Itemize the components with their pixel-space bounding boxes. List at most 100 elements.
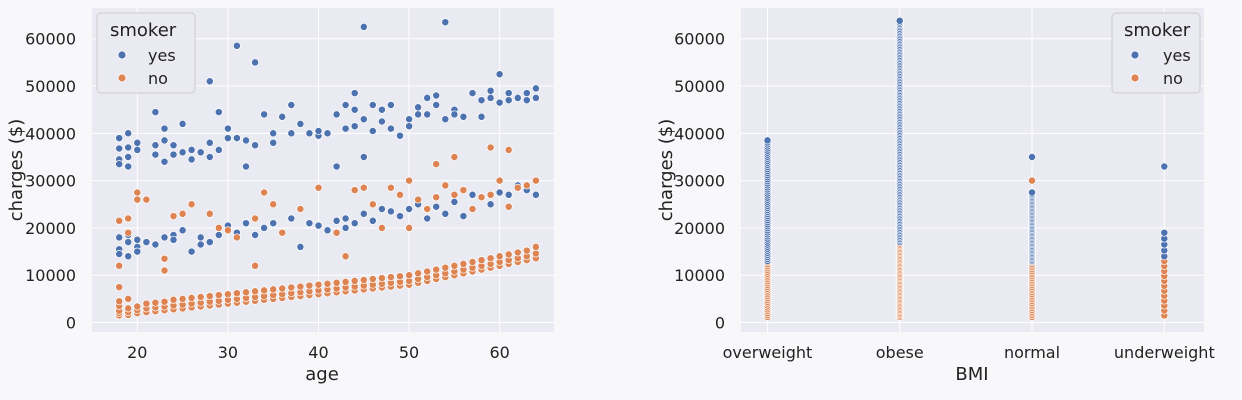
data-point (133, 195, 142, 204)
data-point (296, 119, 305, 128)
x-tick-label: 40 (308, 343, 328, 362)
data-point (477, 96, 486, 105)
x-tick-label: 50 (399, 343, 419, 362)
data-point (242, 136, 250, 145)
data-point (359, 153, 368, 161)
data-point (895, 16, 904, 25)
data-point (1028, 176, 1036, 185)
data-point (377, 117, 386, 126)
data-point (513, 93, 522, 102)
data-point (305, 219, 314, 228)
data-point (441, 209, 450, 218)
data-point (477, 256, 486, 265)
data-point (124, 143, 133, 152)
bmi-charges-scatter-panel: overweight obese normal underweight 0 10000 2… (656, 8, 1215, 385)
x-tick-label: overweight (723, 343, 813, 362)
data-point (151, 150, 160, 159)
y-tick-labels: 0 10000 20000 30000 40000 50000 60000 (25, 30, 76, 333)
x-axis-label: BMI (955, 364, 988, 385)
y-axis-label: charges ($) (6, 119, 27, 222)
age-charges-scatter-panel: 20 30 40 50 60 0 10000 20000 30000 40000 50000 600… (6, 8, 554, 385)
data-point (278, 112, 287, 121)
legend-label-no: no (1163, 69, 1183, 88)
data-point (278, 228, 287, 237)
data-point (350, 276, 359, 285)
data-point (377, 105, 386, 114)
data-point (531, 190, 540, 199)
data-point (341, 277, 350, 286)
data-point (332, 228, 341, 237)
data-point (115, 261, 124, 270)
data-point (242, 288, 250, 297)
data-point (187, 155, 196, 164)
data-point (432, 202, 441, 211)
data-point (232, 41, 241, 50)
data-point (486, 254, 495, 263)
data-point (405, 122, 414, 131)
data-point (187, 247, 196, 256)
data-point (495, 176, 504, 185)
data-point (269, 129, 278, 138)
data-point (504, 250, 513, 259)
data-points (763, 16, 1169, 321)
data-point (359, 115, 368, 124)
data-point (531, 93, 540, 102)
data-point (531, 84, 540, 93)
data-point (160, 157, 169, 166)
data-point (124, 252, 133, 261)
data-point (368, 101, 377, 109)
data-point (332, 162, 341, 171)
data-point (486, 93, 495, 102)
data-point (251, 141, 260, 150)
data-point (432, 91, 441, 100)
data-point (441, 181, 450, 190)
data-point (504, 190, 513, 199)
data-point (359, 209, 368, 218)
x-tick-label: underweight (1114, 343, 1215, 362)
grid-lines (92, 8, 554, 332)
data-point (763, 136, 772, 145)
data-point (386, 207, 395, 216)
data-point (450, 197, 459, 206)
data-point (350, 122, 359, 131)
data-point (405, 205, 414, 213)
data-point (115, 297, 124, 306)
data-point (504, 145, 513, 154)
data-point (115, 283, 124, 292)
data-point (296, 242, 305, 251)
data-point (305, 129, 314, 138)
data-point (169, 150, 178, 159)
data-point (205, 292, 214, 301)
data-point (531, 249, 540, 258)
data-point (468, 205, 477, 213)
data-point (151, 141, 160, 150)
legend-label-yes: yes (148, 46, 176, 65)
data-point (305, 281, 314, 290)
data-point (115, 160, 124, 169)
data-point (396, 190, 404, 199)
data-point (486, 200, 495, 209)
data-point (405, 223, 414, 232)
data-point (350, 186, 359, 195)
data-point (423, 205, 432, 213)
data-point (459, 186, 468, 195)
x-tick-label: 30 (218, 343, 238, 362)
x-axis-label: age (305, 364, 339, 385)
data-point (423, 93, 432, 102)
y-tick-label: 0 (66, 314, 76, 333)
data-point (323, 226, 332, 235)
data-point (260, 286, 269, 295)
data-point (133, 138, 142, 147)
data-point (414, 195, 423, 204)
y-tick-label: 60000 (25, 30, 76, 49)
data-point (450, 153, 459, 161)
data-point (432, 160, 441, 169)
data-point (495, 252, 504, 261)
data-point (522, 246, 531, 255)
data-point (359, 183, 368, 192)
data-point (359, 22, 368, 31)
data-point (1028, 153, 1036, 161)
data-point (441, 263, 450, 272)
data-point (160, 254, 169, 263)
